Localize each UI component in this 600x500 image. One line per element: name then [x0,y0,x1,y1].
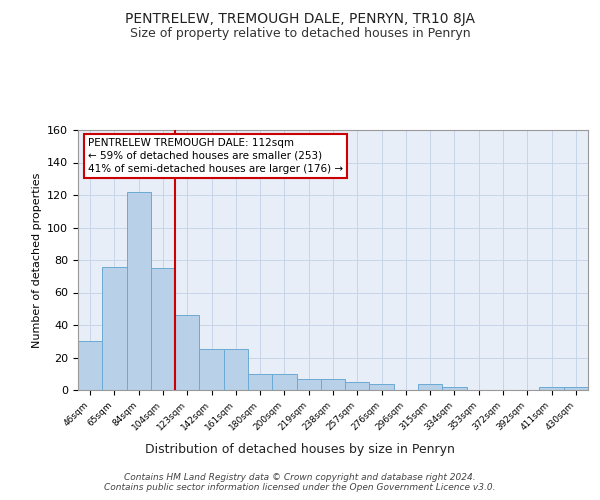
Bar [151,268,175,390]
Bar [224,350,248,390]
Text: Contains HM Land Registry data © Crown copyright and database right 2024.
Contai: Contains HM Land Registry data © Crown c… [104,472,496,492]
Bar [199,350,224,390]
Bar [102,266,127,390]
Text: PENTRELEW, TREMOUGH DALE, PENRYN, TR10 8JA: PENTRELEW, TREMOUGH DALE, PENRYN, TR10 8… [125,12,475,26]
Bar [564,387,588,390]
Y-axis label: Number of detached properties: Number of detached properties [32,172,41,348]
Text: Size of property relative to detached houses in Penryn: Size of property relative to detached ho… [130,28,470,40]
Bar [345,382,370,390]
Bar [370,384,394,390]
Bar [321,378,345,390]
Bar [539,387,564,390]
Bar [127,192,151,390]
Text: Distribution of detached houses by size in Penryn: Distribution of detached houses by size … [145,442,455,456]
Bar [442,387,467,390]
Bar [296,378,321,390]
Bar [272,374,296,390]
Bar [175,316,199,390]
Text: PENTRELEW TREMOUGH DALE: 112sqm
← 59% of detached houses are smaller (253)
41% o: PENTRELEW TREMOUGH DALE: 112sqm ← 59% of… [88,138,343,174]
Bar [248,374,272,390]
Bar [418,384,442,390]
Bar [78,341,102,390]
